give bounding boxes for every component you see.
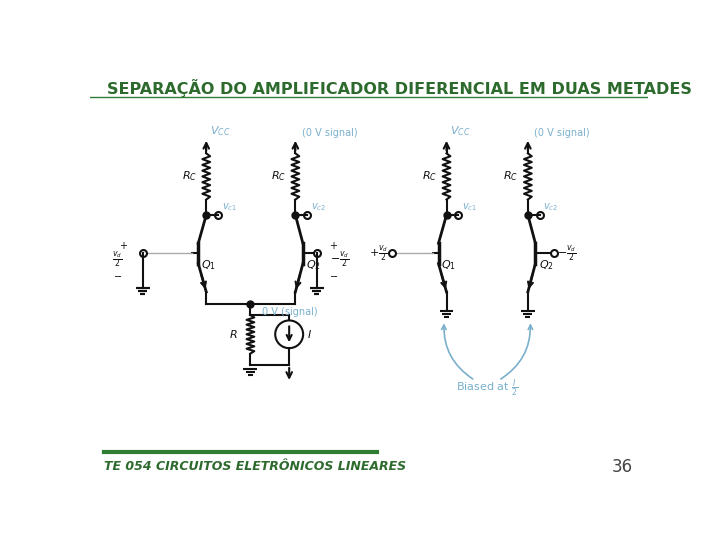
Text: $Q_1$: $Q_1$ [201, 259, 216, 272]
Text: $R_C$: $R_C$ [422, 170, 437, 184]
Text: $I$: $I$ [307, 328, 312, 340]
Text: $-$: $-$ [112, 270, 122, 280]
Text: $-$: $-$ [329, 270, 338, 280]
Text: $v_{c1}$: $v_{c1}$ [222, 201, 237, 213]
Text: (0 V signal): (0 V signal) [302, 128, 357, 138]
Text: $v_{c2}$: $v_{c2}$ [544, 201, 559, 213]
Text: $+\frac{v_d}{2}$: $+\frac{v_d}{2}$ [369, 244, 388, 264]
Text: TE 054 CIRCUITOS ELETRÔNICOS LINEARES: TE 054 CIRCUITOS ELETRÔNICOS LINEARES [104, 460, 406, 473]
Text: $V_{CC}$: $V_{CC}$ [210, 124, 230, 138]
Text: $v_{c1}$: $v_{c1}$ [462, 201, 477, 213]
Text: $R_C$: $R_C$ [181, 170, 197, 184]
Text: Biased at $\frac{I}{2}$: Biased at $\frac{I}{2}$ [456, 377, 518, 399]
Text: SEPARAÇÃO DO AMPLIFICADOR DIFERENCIAL EM DUAS METADES: SEPARAÇÃO DO AMPLIFICADOR DIFERENCIAL EM… [107, 79, 692, 97]
Text: $Q_1$: $Q_1$ [441, 259, 456, 272]
Text: 0 V (signal): 0 V (signal) [262, 307, 318, 318]
Text: 36: 36 [611, 458, 632, 476]
Text: $-\frac{v_d}{2}$: $-\frac{v_d}{2}$ [557, 244, 577, 264]
Text: $-\frac{v_d}{2}$: $-\frac{v_d}{2}$ [330, 249, 350, 269]
Text: $V_{CC}$: $V_{CC}$ [451, 124, 471, 138]
Text: $Q_2$: $Q_2$ [306, 259, 321, 272]
Text: $\frac{v_d}{2}$: $\frac{v_d}{2}$ [112, 249, 122, 269]
Text: $R$: $R$ [229, 328, 238, 340]
Text: (0 V signal): (0 V signal) [534, 128, 590, 138]
Text: $v_{c2}$: $v_{c2}$ [311, 201, 326, 213]
Text: $R_C$: $R_C$ [503, 170, 518, 184]
Text: $Q_2$: $Q_2$ [539, 259, 554, 272]
Text: $R_C$: $R_C$ [271, 170, 286, 184]
Text: $+$: $+$ [329, 240, 338, 251]
Text: $+$: $+$ [119, 240, 128, 251]
